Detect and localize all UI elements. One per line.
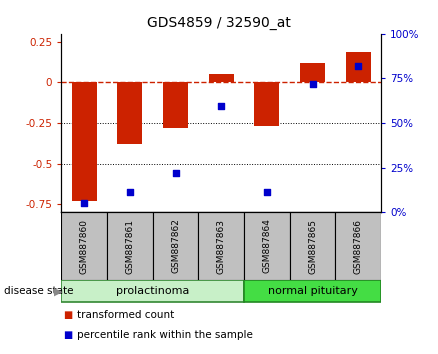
Text: GSM887864: GSM887864: [262, 218, 272, 274]
Point: [263, 189, 270, 195]
Bar: [117, 82, 142, 144]
Text: disease state: disease state: [4, 286, 74, 296]
Text: ■: ■: [64, 330, 73, 340]
Bar: [198, 212, 244, 280]
Text: ■: ■: [64, 310, 73, 320]
Bar: [336, 212, 381, 280]
Bar: [244, 212, 290, 280]
Bar: [346, 51, 371, 82]
Text: GDS4859 / 32590_at: GDS4859 / 32590_at: [147, 16, 291, 30]
Text: GSM887862: GSM887862: [171, 218, 180, 274]
Point: [355, 63, 362, 69]
Text: transformed count: transformed count: [77, 310, 174, 320]
Text: GSM887863: GSM887863: [217, 218, 226, 274]
Point: [126, 189, 133, 195]
Bar: [61, 212, 107, 280]
Text: prolactinoma: prolactinoma: [116, 286, 189, 296]
Text: GSM887866: GSM887866: [354, 218, 363, 274]
Point: [172, 170, 179, 176]
Text: GSM887860: GSM887860: [80, 218, 88, 274]
Text: percentile rank within the sample: percentile rank within the sample: [77, 330, 253, 340]
Text: GSM887865: GSM887865: [308, 218, 317, 274]
Bar: [61, 280, 244, 302]
Text: GSM887861: GSM887861: [125, 218, 134, 274]
Bar: [208, 74, 234, 82]
Text: ▶: ▶: [54, 286, 63, 296]
Bar: [290, 212, 336, 280]
Bar: [163, 82, 188, 128]
Bar: [300, 63, 325, 82]
Bar: [107, 212, 153, 280]
Point: [81, 201, 88, 206]
Bar: [254, 82, 279, 126]
Bar: [71, 82, 97, 201]
Point: [309, 81, 316, 86]
Bar: [153, 212, 198, 280]
Point: [218, 103, 225, 109]
Text: normal pituitary: normal pituitary: [268, 286, 357, 296]
Bar: [244, 280, 381, 302]
